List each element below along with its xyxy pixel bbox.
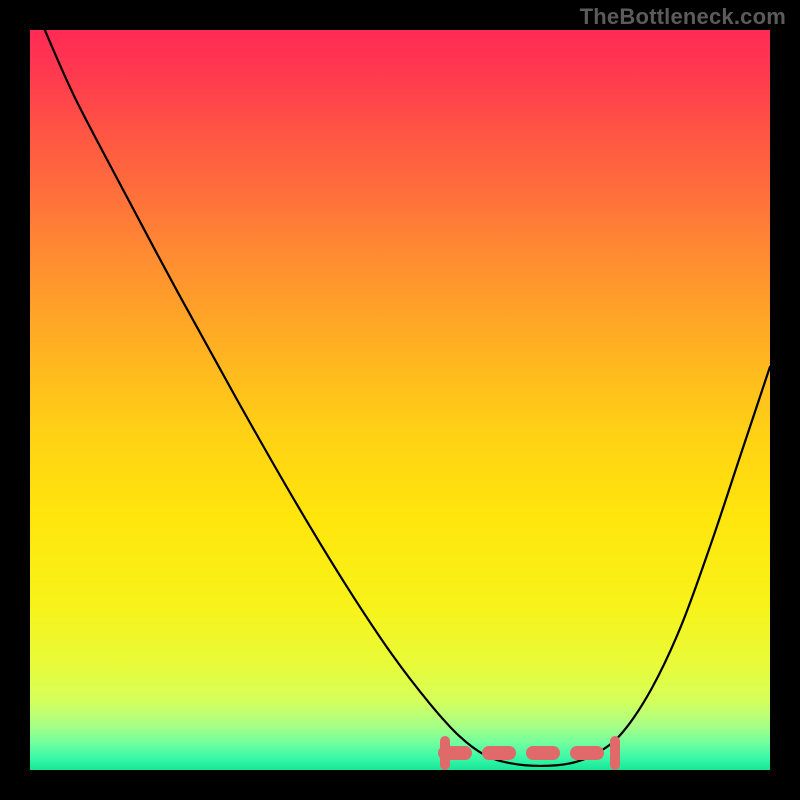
gradient-background bbox=[30, 30, 770, 770]
attribution-text: TheBottleneck.com bbox=[580, 4, 786, 30]
chart-frame: { "attribution": { "text": "TheBottlenec… bbox=[0, 0, 800, 800]
bottleneck-chart bbox=[0, 0, 800, 800]
